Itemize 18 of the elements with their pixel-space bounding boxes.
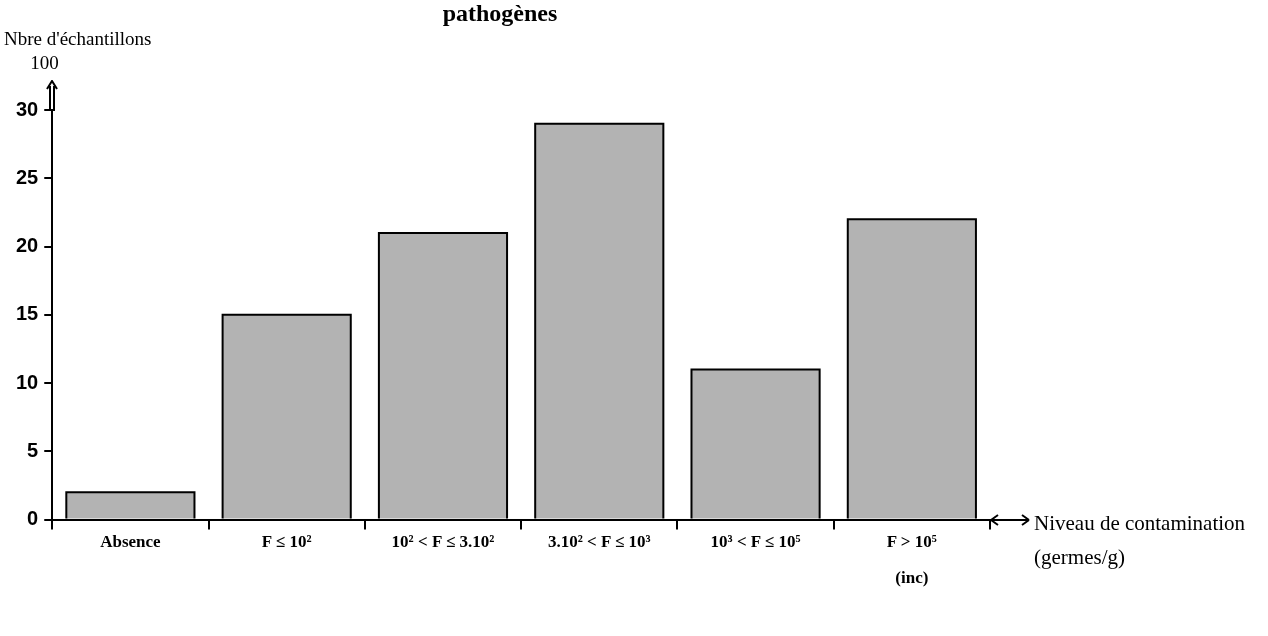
x-tick-label: F > 10⁵ <box>886 532 937 552</box>
y-tick-label: 15 <box>16 302 39 325</box>
x-tick-label: 10² < F ≤ 3.10² <box>391 532 495 552</box>
text: (inc) <box>895 567 929 588</box>
y-tick-label: 5 <box>27 438 39 461</box>
y-tick-label: 0 <box>27 507 39 530</box>
text: 100 <box>30 52 59 74</box>
y-tick-label: 20 <box>16 234 39 257</box>
x-tick-label: Absence <box>100 532 162 552</box>
y-tick-label: 10 <box>16 370 39 393</box>
x-tick-label: 3.10² < F ≤ 10³ <box>547 532 651 552</box>
y-axis-title: Nbre d'échantillons <box>4 28 152 50</box>
x-axis-title: Niveau de contamination (germes/g) <box>1034 509 1247 571</box>
chart-title: pathogènes <box>441 0 559 27</box>
x-tick-label: 10³ < F ≤ 10⁵ <box>710 532 801 552</box>
y-tick-label: 30 <box>16 97 39 120</box>
x-tick-label: F ≤ 10² <box>261 532 312 552</box>
y-tick-label: 25 <box>16 165 39 188</box>
